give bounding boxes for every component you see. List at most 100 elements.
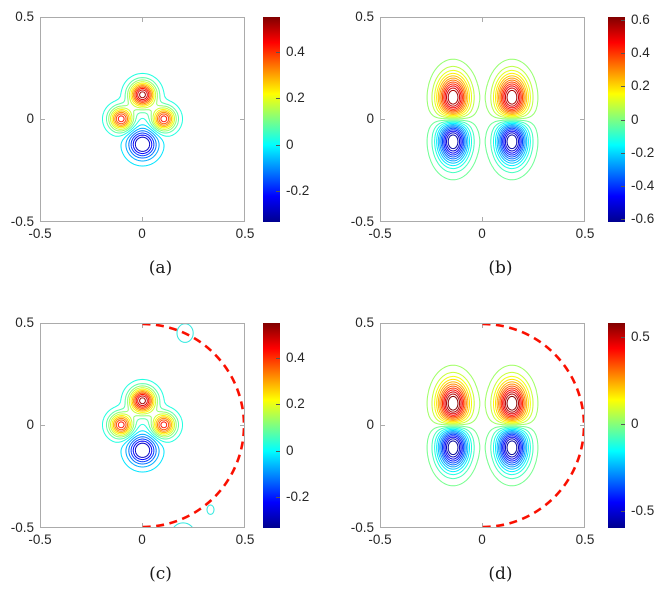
contour-line bbox=[137, 395, 148, 407]
contour-line bbox=[444, 130, 521, 154]
colorbar-tick bbox=[276, 358, 280, 359]
contour-line bbox=[442, 81, 523, 112]
contour-line bbox=[134, 136, 151, 152]
colorbar-tick-label: 0.4 bbox=[631, 45, 650, 60]
artifact-contour bbox=[176, 324, 194, 343]
colorbar-tick-label: 0.2 bbox=[286, 90, 305, 105]
contour-line bbox=[120, 430, 165, 473]
colorbar-tick-label: 0.6 bbox=[631, 12, 650, 27]
contour-line bbox=[442, 127, 523, 158]
contour-line bbox=[443, 435, 522, 462]
contour-line bbox=[436, 378, 529, 423]
colorbar-tick-label: 0.4 bbox=[286, 44, 305, 59]
panel-b: 0.5 0 -0.5 -0.5 0 0.5 (b) 0.6 0.4 0.2 0 -0.2… bbox=[340, 0, 664, 296]
y-tick-label: 0.5 bbox=[15, 315, 34, 330]
colorbar-c bbox=[263, 323, 280, 528]
colorbar-tick-label: -0.6 bbox=[631, 211, 655, 226]
contour-line bbox=[108, 385, 177, 438]
contour-line bbox=[431, 426, 534, 480]
caption-a: (a) bbox=[148, 258, 173, 278]
panel-a: 0.5 0 -0.5 -0.5 0 0.5 (a) 0.4 0.2 0 -0.2 bbox=[0, 0, 332, 296]
artifact-contour bbox=[206, 504, 215, 515]
caption-d: (d) bbox=[488, 564, 513, 584]
x-tick-label: 0 bbox=[478, 532, 486, 547]
colorbar-tick bbox=[621, 20, 625, 21]
y-tick-label: 0.5 bbox=[355, 315, 374, 330]
contour-line bbox=[110, 81, 175, 130]
colorbar-tick bbox=[621, 153, 625, 154]
contour-line bbox=[434, 375, 531, 424]
contour-line bbox=[443, 83, 522, 110]
colorbar-tick-label: -0.2 bbox=[286, 183, 310, 198]
contour-line bbox=[102, 72, 183, 137]
contour-plot-b bbox=[381, 18, 584, 221]
x-tick-label: 0.5 bbox=[235, 226, 255, 241]
contour-line bbox=[426, 58, 539, 120]
colorbar-tick-label: 0.5 bbox=[631, 329, 650, 344]
contour-line bbox=[125, 127, 160, 162]
y-tick-label: -0.5 bbox=[10, 520, 34, 535]
colorbar-tick-label: 0.2 bbox=[631, 78, 650, 93]
contour-line bbox=[443, 129, 522, 156]
contour-line bbox=[139, 91, 146, 99]
colorbar-tick-label: -0.4 bbox=[631, 178, 655, 193]
plot-area-b bbox=[380, 17, 585, 222]
contour-line bbox=[442, 433, 523, 464]
contour-line bbox=[115, 392, 170, 431]
y-tick-label: -0.5 bbox=[10, 214, 34, 229]
contour-line bbox=[426, 119, 539, 181]
colorbar-tick-label: -0.2 bbox=[631, 145, 655, 160]
contour-line bbox=[130, 132, 155, 157]
panel-c: 0.5 0 -0.5 -0.5 0 0.5 (c) 0.4 0.2 0 -0.2 bbox=[0, 306, 332, 593]
x-tick-label: 0 bbox=[138, 532, 146, 547]
contour-line bbox=[102, 378, 183, 443]
contour-line bbox=[431, 65, 534, 119]
colorbar-tick bbox=[621, 511, 625, 512]
contour-line bbox=[434, 427, 531, 476]
contour-line bbox=[106, 383, 179, 440]
colorbar-tick bbox=[276, 451, 280, 452]
x-tick-label: -0.5 bbox=[368, 532, 392, 547]
dashed-semicircle bbox=[482, 324, 584, 527]
contour-line bbox=[125, 433, 160, 468]
contour-line bbox=[437, 430, 528, 470]
colorbar-tick-label: 0 bbox=[631, 112, 639, 127]
contour-line bbox=[114, 391, 171, 432]
contour-line bbox=[439, 383, 526, 420]
contour-line bbox=[134, 442, 151, 458]
contour-line bbox=[436, 122, 529, 167]
contour-line bbox=[444, 85, 521, 109]
contour-line bbox=[137, 89, 148, 101]
colorbar-tick bbox=[621, 86, 625, 87]
colorbar-tick bbox=[621, 424, 625, 425]
colorbar-tick bbox=[621, 53, 625, 54]
caption-b: (b) bbox=[488, 258, 513, 278]
y-tick-label: 0 bbox=[366, 417, 374, 432]
colorbar-tick-label: 0.2 bbox=[286, 396, 305, 411]
plot-area-d bbox=[380, 323, 585, 528]
contour-line bbox=[111, 82, 174, 129]
x-tick-label: 0 bbox=[138, 226, 146, 241]
contour-line bbox=[444, 436, 521, 460]
contour-line bbox=[436, 72, 529, 117]
contour-line bbox=[437, 124, 528, 164]
x-tick-label: 0.5 bbox=[575, 532, 595, 547]
contour-line bbox=[434, 121, 531, 170]
contour-line bbox=[110, 387, 175, 436]
x-tick-label: 0 bbox=[478, 226, 486, 241]
colorbar-tick bbox=[621, 186, 625, 187]
contour-line bbox=[439, 77, 526, 114]
contour-line bbox=[112, 84, 173, 128]
contour-line bbox=[139, 397, 146, 405]
contour-line bbox=[446, 393, 519, 413]
contour-line bbox=[128, 436, 157, 465]
contour-line bbox=[446, 438, 519, 458]
contour-line bbox=[128, 130, 157, 159]
dashed-semicircle bbox=[142, 324, 244, 527]
x-tick-label: -0.5 bbox=[368, 226, 392, 241]
y-tick-label: 0 bbox=[366, 111, 374, 126]
colorbar-tick-label: 0 bbox=[286, 443, 294, 458]
y-tick-label: 0.5 bbox=[15, 9, 34, 24]
contour-line bbox=[115, 86, 170, 125]
contour-line bbox=[440, 79, 525, 113]
